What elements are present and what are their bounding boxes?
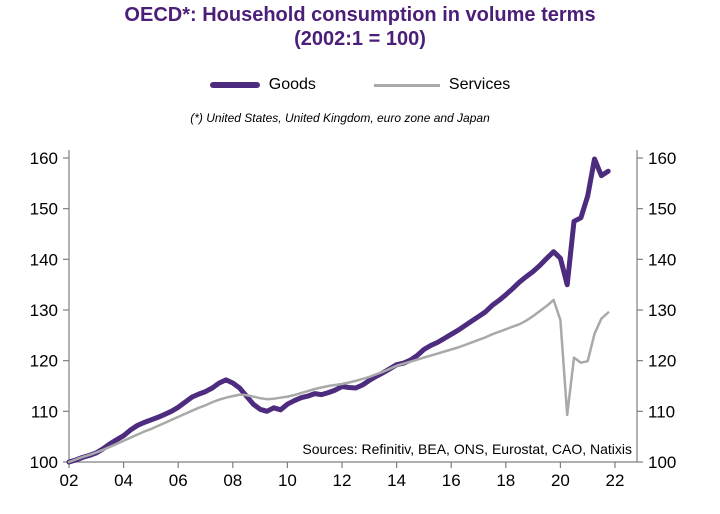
y-axis-label-left: 110 [31,402,58,421]
services-line-swatch [373,83,440,87]
legend-item-goods: Goods [209,76,316,94]
series-line-services [67,298,610,464]
y-axis-label-left: 160 [30,149,58,168]
y-axis-label-left: 120 [30,352,58,371]
y-axis-label-left: 130 [30,301,58,320]
legend-label-goods: Goods [268,76,316,93]
x-axis-label: 10 [278,471,297,490]
y-axis-label-right: 130 [648,301,676,320]
y-axis-label-right: 110 [648,402,675,421]
x-axis-label: 16 [442,471,461,490]
x-axis-label: 22 [606,471,625,490]
y-axis-label-right: 120 [648,352,676,371]
y-axis-label-right: 160 [648,149,676,168]
x-axis-label: 02 [60,471,79,490]
y-axis-label-left: 140 [30,250,58,269]
x-axis-label: 14 [387,471,406,490]
legend: Goods Services [0,72,720,98]
goods-line-swatch [209,82,260,88]
sources-note: Sources: Refinitiv, BEA, ONS, Eurostat, … [302,441,632,457]
legend-label-services: Services [448,76,511,93]
legend-item-services: Services [373,76,511,94]
axes [68,150,638,463]
x-axis-label: 06 [169,471,188,490]
footnote: (*) United States, United Kingdom, euro … [190,111,490,125]
y-axis-label-right: 140 [648,250,676,269]
series-line-goods [66,156,611,465]
x-axis-label: 04 [114,471,133,490]
y-axis-label-right: 100 [648,453,676,472]
y-axis-label-right: 150 [648,200,676,219]
title-block: OECD*: Household consumption in volume t… [0,3,720,51]
x-axis-label: 08 [223,471,242,490]
x-axis-label: 20 [551,471,570,490]
page-subtitle: (2002:1 = 100) [294,28,426,50]
x-axis-label: 12 [333,471,352,490]
y-axis-label-left: 150 [30,200,58,219]
y-axis-label-left: 100 [30,453,58,472]
page-title: OECD*: Household consumption in volume t… [124,4,596,26]
x-axis-label: 18 [496,471,515,490]
